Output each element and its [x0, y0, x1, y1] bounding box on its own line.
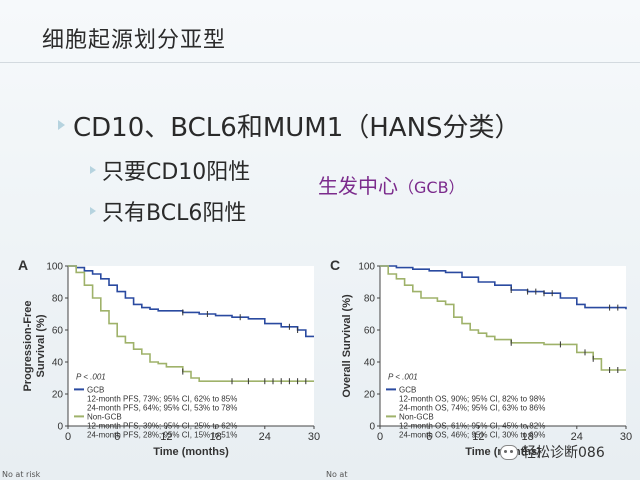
legend-annotation: 24-month PFS, 28%; 95% CI, 15% to 51% [87, 430, 237, 439]
x-tick-label: 0 [377, 431, 383, 443]
footer-fragment-left: No at risk [2, 470, 41, 479]
legend-annotation: 12-month OS, 61%; 95% CI, 45% to 82% [399, 421, 545, 430]
km-curve-non-gcb [68, 265, 314, 382]
y-tick-label: 80 [364, 294, 376, 305]
p-value: P < .001 [76, 373, 106, 382]
y-tick-label: 0 [369, 422, 375, 433]
x-tick-label: 12 [160, 431, 172, 443]
bullet-arrow-icon [58, 120, 65, 130]
footer-fragment-right: No at [326, 470, 348, 479]
x-axis-label: Time (months) [153, 446, 229, 458]
gcb-label: 生发中心（GCB） [318, 170, 465, 199]
y-axis-label: Progression-FreeSurvival (%) [22, 300, 47, 391]
x-tick-label: 24 [259, 431, 271, 443]
km-curve-non-gcb [380, 265, 626, 371]
y-tick-label: 80 [52, 294, 64, 305]
x-tick-label: 12 [472, 431, 484, 443]
legend-annotation: 12-month PFS, 39%; 95% CI, 25% to 62% [87, 421, 237, 430]
p-value: P < .001 [388, 373, 418, 382]
legend-annotation: 24-month OS, 74%; 95% CI, 63% to 86% [399, 403, 545, 412]
km-curve-gcb [68, 265, 314, 338]
panel-letter: A [18, 257, 28, 273]
y-tick-label: 20 [52, 390, 64, 401]
x-tick-label: 6 [114, 431, 120, 443]
y-tick-label: 60 [52, 326, 64, 337]
y-tick-label: 40 [364, 358, 376, 369]
watermark: 轻松诊断086 [500, 442, 605, 462]
bullet-arrow-icon [90, 166, 96, 174]
bullet-arrow-icon [90, 207, 96, 215]
sub-bullet-1: 只要CD10阳性 [90, 155, 250, 185]
sub-bullet-text: 只有BCL6阳性 [102, 201, 247, 226]
km-curve-gcb [380, 265, 627, 310]
x-tick-label: 0 [65, 431, 71, 443]
title-divider [0, 62, 640, 63]
legend-annotation: 24-month PFS, 64%; 95% CI, 53% to 78% [87, 403, 237, 412]
legend-series-name: GCB [87, 385, 104, 394]
gcb-label-text: 生发中心 [318, 174, 398, 198]
legend-annotation: 24-month OS, 46%; 95% CI, 30% to 69% [399, 430, 545, 439]
slide-title: 细胞起源划分亚型 [42, 28, 227, 53]
km-plot-panel-c: C 0 20 40 60 80 100 0 6 12 18 24 30 Overall Survival … [330, 257, 632, 458]
x-tick-label: 30 [308, 431, 320, 443]
x-tick-label: 18 [521, 431, 533, 443]
x-tick-label: 30 [620, 431, 632, 443]
y-tick-label: 20 [364, 390, 376, 401]
legend-series-name: Non-GCB [399, 412, 434, 421]
x-tick-label: 6 [426, 431, 432, 443]
main-bullet-text: CD10、BCL6和MUM1（HANS分类） [73, 112, 521, 143]
y-axis-label-line2: Survival (%) [35, 314, 47, 377]
legend-annotation: 12-month OS, 90%; 95% CI, 82% to 98% [399, 394, 545, 403]
sub-bullet-text: 只要CD10阳性 [102, 160, 251, 185]
y-tick-label: 40 [52, 358, 64, 369]
x-tick-label: 18 [209, 431, 221, 443]
km-plot-panel-a: A 0 20 40 60 80 100 0 6 12 18 24 30 Progression-FreeS… [18, 257, 320, 458]
wechat-icon [500, 444, 518, 460]
legend-annotation: 12-month PFS, 73%; 95% CI, 62% to 85% [87, 394, 237, 403]
plot-area [68, 266, 314, 426]
y-axis-label: Overall Survival (%) [341, 294, 353, 398]
x-tick-label: 24 [571, 431, 583, 443]
sub-bullet-2: 只有BCL6阳性 [90, 196, 246, 226]
main-bullet: CD10、BCL6和MUM1（HANS分类） [58, 108, 521, 143]
watermark-text: 轻松诊断086 [522, 445, 605, 461]
y-tick-label: 60 [364, 326, 376, 337]
legend-series-name: Non-GCB [87, 412, 122, 421]
gcb-label-paren: （GCB） [398, 178, 465, 197]
y-tick-label: 100 [46, 262, 63, 273]
y-axis-label-line1: Progression-Free [22, 300, 34, 391]
legend-series-name: GCB [399, 385, 416, 394]
y-tick-label: 100 [358, 262, 375, 273]
y-tick-label: 0 [57, 422, 63, 433]
panel-letter: C [330, 257, 340, 273]
